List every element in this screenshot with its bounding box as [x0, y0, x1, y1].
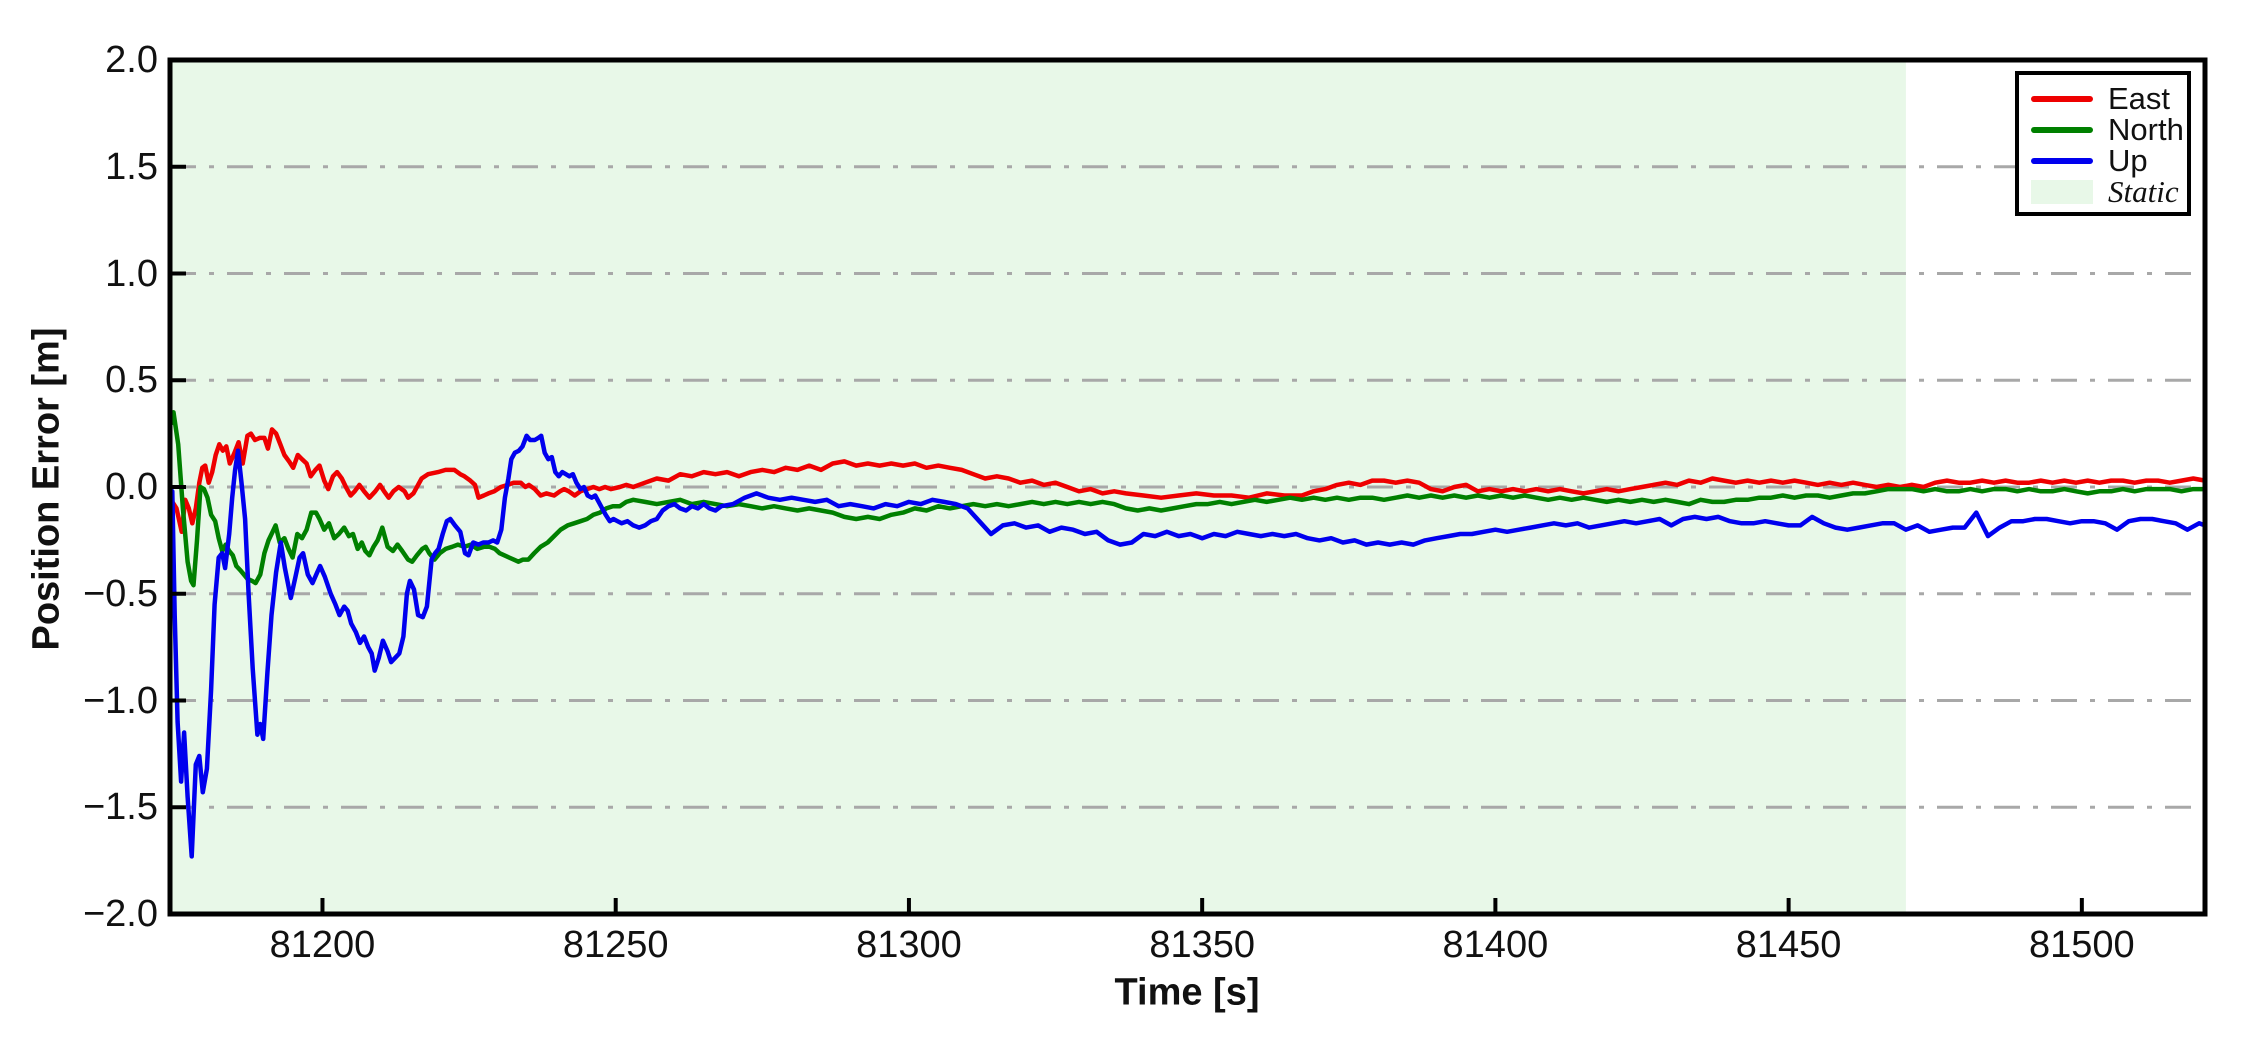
- legend-item-north: North: [2031, 114, 2184, 145]
- y-tick-label: −0.5: [82, 572, 158, 615]
- legend-label-static: Static: [2108, 174, 2179, 209]
- y-tick-label: 0.0: [105, 466, 158, 508]
- x-tick-label: 81250: [562, 924, 669, 966]
- x-tick-label: 81300: [856, 924, 962, 966]
- x-tick-label: 81200: [269, 924, 376, 966]
- y-tick-label: 0.5: [105, 359, 158, 402]
- series-north-line: [169, 410, 2208, 588]
- series-up-line: [170, 433, 2208, 859]
- x-tick-label: 81400: [1442, 924, 1549, 966]
- east-line-swatch: [2031, 95, 2093, 102]
- y-axis-label: Position Error [m]: [25, 327, 68, 651]
- static-patch-swatch: [2031, 179, 2093, 204]
- north-line-swatch: [2031, 126, 2093, 133]
- y-tick-label: 2.0: [105, 39, 158, 81]
- legend: East North Up Static: [2015, 71, 2191, 216]
- y-tick-label: −1.0: [82, 679, 158, 722]
- legend-label-east: East: [2108, 81, 2171, 116]
- x-tick-label: 81500: [2029, 924, 2135, 966]
- x-tick-label: 81450: [1735, 924, 1842, 966]
- legend-item-east: East: [2031, 83, 2177, 114]
- y-tick-label: 1.0: [105, 252, 158, 295]
- y-tick-label: 1.5: [105, 145, 158, 188]
- legend-item-up: Up: [2031, 145, 2177, 176]
- x-tick-label: 81350: [1149, 924, 1255, 966]
- y-tick-label: −1.5: [82, 786, 158, 829]
- y-tick-label: −2.0: [82, 893, 158, 935]
- legend-label-north: North: [2108, 112, 2184, 147]
- x-axis-label: Time [s]: [1114, 971, 1260, 1014]
- legend-label-up: Up: [2108, 143, 2148, 178]
- legend-item-static: Static: [2031, 174, 2179, 209]
- series-east-line: [170, 427, 2208, 535]
- up-line-swatch: [2031, 157, 2093, 164]
